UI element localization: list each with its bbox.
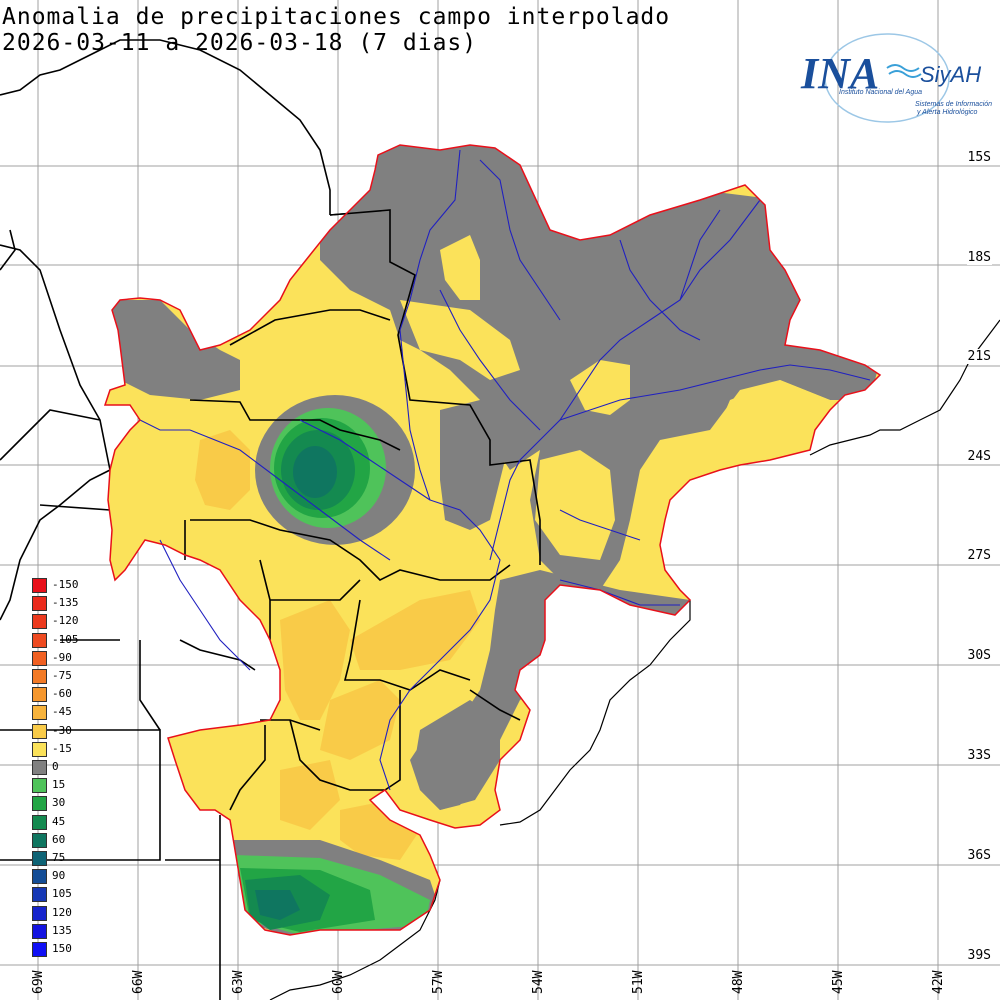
legend-label: 60 <box>52 832 66 846</box>
legend-swatch <box>32 596 47 612</box>
legend-swatch <box>32 669 47 684</box>
lat-label-30s: 30S <box>966 648 992 663</box>
lat-label-27s: 27S <box>966 548 992 563</box>
svg-text:y Alerta Hidrológico: y Alerta Hidrológico <box>916 109 978 116</box>
legend-label: 90 <box>52 869 66 883</box>
legend-swatch <box>32 832 47 848</box>
internal-borders <box>184 209 541 811</box>
legend-label: 120 <box>52 905 72 919</box>
legend-swatch <box>32 723 47 739</box>
legend-label: -45 <box>52 705 72 719</box>
lat-label-39s: 39S <box>966 948 992 963</box>
lon-label-42w: 42W <box>931 970 946 994</box>
svg-text:Instituto Nacional del Agua: Instituto Nacional del Agua <box>839 89 922 96</box>
legend-label: -105 <box>52 632 79 646</box>
legend-label: -15 <box>52 741 72 755</box>
legend-swatch <box>32 869 47 885</box>
legend-label: -30 <box>52 723 72 737</box>
legend-swatch <box>32 741 47 757</box>
legend-swatch <box>32 814 47 830</box>
lon-label-51w: 51W <box>631 970 646 994</box>
legend-label: 30 <box>52 796 66 810</box>
svg-text:INA: INA <box>800 49 879 98</box>
lat-label-36s: 36S <box>966 848 992 863</box>
legend-label: -120 <box>52 614 79 628</box>
legend-label: 15 <box>52 778 66 792</box>
legend-swatch <box>32 923 47 939</box>
basin-outline <box>103 144 882 936</box>
legend-label: -90 <box>52 650 72 664</box>
lon-label-60w: 60W <box>331 970 346 994</box>
legend-swatch <box>32 650 47 666</box>
lat-label-18s: 18S <box>966 250 992 265</box>
legend-swatch <box>32 942 47 957</box>
legend-label: 0 <box>52 760 59 773</box>
legend-swatch <box>32 887 47 903</box>
legend-label: -150 <box>52 578 79 591</box>
legend-swatch <box>32 687 47 703</box>
legend-swatch <box>32 905 47 921</box>
map-date-range: 2026-03-11 a 2026-03-18 (7 dias) <box>2 30 478 56</box>
legend-swatch <box>32 778 47 794</box>
legend-label: 75 <box>52 851 66 864</box>
legend-swatch <box>32 796 47 812</box>
lon-label-54w: 54W <box>531 970 546 994</box>
legend-label: -135 <box>52 596 79 610</box>
legend-label: 45 <box>52 814 66 828</box>
lon-label-57w: 57W <box>431 970 446 994</box>
svg-text:Sistemas de Información: Sistemas de Información <box>915 101 992 108</box>
legend-label: -60 <box>52 687 72 701</box>
legend-swatch <box>32 578 47 593</box>
lon-label-45w: 45W <box>831 970 846 994</box>
lat-label-21s: 21S <box>966 349 992 364</box>
lon-label-69w: 69W <box>31 970 46 994</box>
rivers <box>139 149 871 791</box>
legend-label: 135 <box>52 923 72 937</box>
legend-swatch <box>32 705 47 721</box>
lon-label-66w: 66W <box>131 970 146 994</box>
legend-label: -75 <box>52 669 72 682</box>
legend-swatch <box>32 614 47 630</box>
ina-siyah-logo: INA SiyAH Instituto Nacional del Agua Si… <box>800 33 992 123</box>
lat-label-24s: 24S <box>966 449 992 464</box>
legend-label: 105 <box>52 887 72 901</box>
legend-swatch <box>32 760 47 775</box>
lat-label-33s: 33S <box>966 748 992 763</box>
legend-swatch <box>32 632 47 648</box>
legend-swatch <box>32 851 47 866</box>
lat-label-15s: 15S <box>966 150 992 165</box>
lon-label-48w: 48W <box>731 970 746 994</box>
legend-label: 150 <box>52 942 72 955</box>
svg-text:SiyAH: SiyAH <box>920 62 981 87</box>
map-title: Anomalia de precipitaciones campo interp… <box>2 4 671 30</box>
lon-label-63w: 63W <box>231 970 246 994</box>
